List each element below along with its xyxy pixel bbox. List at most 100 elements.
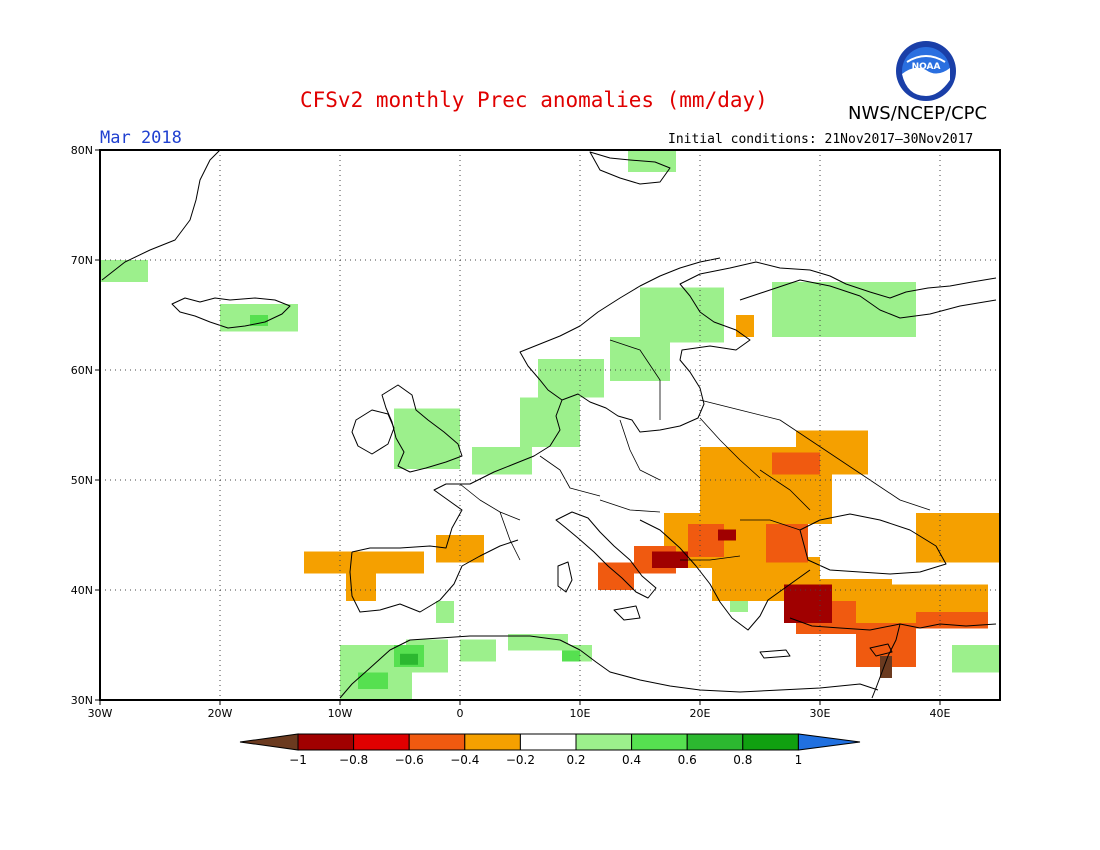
anomaly-patch-32 — [832, 282, 916, 337]
anomaly-patch-34 — [340, 645, 412, 700]
anomaly-patch-33 — [628, 150, 676, 172]
anomaly-patch-25 — [394, 408, 460, 469]
lat-label: 80N — [71, 144, 93, 157]
anomaly-patch-17 — [598, 562, 634, 590]
anomaly-patch-26 — [472, 447, 532, 475]
map-frame — [99, 149, 1001, 701]
colorbar-swatch — [297, 733, 355, 751]
colorbar-swatch — [742, 733, 799, 751]
colorbar-label: −0.6 — [395, 753, 424, 767]
logo-text: NOAA — [912, 62, 941, 72]
lon-label: 0 — [457, 707, 464, 720]
anomaly-patch-45 — [562, 650, 580, 662]
coast-iberia — [349, 539, 519, 613]
anomaly-patch-20 — [652, 551, 688, 568]
anomaly-patch-5 — [880, 584, 988, 629]
anomaly-patch-44 — [250, 315, 268, 326]
colorbar-label: −0.2 — [506, 753, 535, 767]
anomaly-patch-16 — [916, 612, 988, 629]
anomaly-patch-21 — [718, 529, 736, 541]
anomaly-patch-28 — [538, 359, 604, 398]
colorbar-label: 1 — [795, 753, 803, 767]
coast-britain — [381, 384, 463, 473]
lon-label: 30W — [88, 707, 113, 720]
anomaly-patch-12 — [688, 524, 724, 557]
anomaly-patch-37 — [508, 634, 568, 651]
colorbar-swatch — [353, 733, 410, 751]
colorbar-label: −0.4 — [450, 753, 479, 767]
colorbar-arrow-right — [797, 733, 861, 751]
lon-labels: 30W 20W 10W 0 10E 20E 30E 40E — [88, 700, 951, 720]
chart-title: CFSv2 monthly Prec anomalies (mm/day) — [300, 88, 768, 112]
lon-label: 40E — [930, 707, 951, 720]
coast-kola — [739, 279, 997, 319]
anomaly-patch-46 — [400, 653, 418, 665]
anomaly-patch-31 — [772, 282, 832, 337]
colorbar-label: −0.8 — [339, 753, 368, 767]
anomaly-patch-15 — [856, 623, 916, 667]
colorbar-label: −1 — [289, 753, 307, 767]
coast-svalbard — [589, 151, 671, 185]
colorbar-swatch — [686, 733, 744, 751]
coast-balkans — [639, 519, 811, 631]
anomaly-patch-27 — [520, 397, 580, 447]
anomaly-patch-19 — [784, 584, 832, 623]
lon-label: 20W — [208, 707, 233, 720]
initial-conditions-label: Initial conditions: 21Nov2017—30Nov2017 — [668, 132, 974, 147]
colorbar-swatch — [408, 733, 466, 751]
coast-norway — [519, 257, 721, 401]
anomaly-patch-4 — [784, 579, 892, 623]
colorbar-label: 0.4 — [622, 753, 641, 767]
coast-turkey — [789, 617, 997, 631]
noaa-logo: NOAA — [895, 40, 957, 102]
lat-label: 40N — [71, 584, 93, 597]
lon-label: 10E — [570, 707, 591, 720]
anomaly-patch-43 — [358, 672, 388, 689]
anomaly-patch-23 — [100, 260, 148, 282]
anomaly-patch-10 — [736, 315, 754, 337]
anomaly-patch-29 — [610, 337, 670, 381]
month-label: Mar 2018 — [100, 128, 182, 148]
lon-label: 20E — [690, 707, 711, 720]
coast-north-africa — [339, 635, 879, 699]
coast-levant — [871, 623, 901, 699]
colorbar-label: 0.6 — [678, 753, 697, 767]
lon-label: 10W — [328, 707, 353, 720]
graticule-layer — [100, 150, 1000, 700]
anomaly-layer — [100, 150, 1000, 700]
anomaly-patch-14 — [796, 601, 856, 634]
anomaly-patch-6 — [916, 513, 1000, 563]
colorbar-swatch — [519, 733, 577, 751]
colorbar-swatch — [631, 733, 688, 751]
colorbar-label: 0.2 — [566, 753, 585, 767]
anomaly-patch-18 — [772, 452, 820, 475]
coast-iceland — [171, 297, 291, 329]
lat-label: 60N — [71, 364, 93, 377]
coast-continent — [351, 261, 997, 553]
coast-crete — [759, 649, 791, 659]
border-lines — [459, 339, 931, 561]
coast-italy — [555, 511, 657, 599]
colorbar-swatch — [575, 733, 633, 751]
anomaly-patch-3 — [712, 557, 820, 601]
lat-label: 30N — [71, 694, 93, 707]
anomaly-patch-22 — [880, 656, 892, 678]
anomaly-patch-39 — [436, 601, 454, 623]
anomaly-patch-36 — [460, 639, 496, 662]
anomaly-patch-40 — [952, 645, 1000, 673]
anomaly-patch-30 — [640, 287, 724, 343]
lat-label: 50N — [71, 474, 93, 487]
coast-sardinia — [557, 561, 573, 593]
coastline-layer — [101, 149, 997, 699]
coast-cyprus — [869, 643, 893, 657]
anomaly-patch-9 — [346, 568, 376, 601]
anomaly-patch-2 — [664, 513, 772, 568]
lon-label: 30E — [810, 707, 831, 720]
anomaly-patch-8 — [436, 535, 484, 563]
anomaly-patch-0 — [700, 447, 832, 524]
anomaly-patch-42 — [394, 645, 424, 667]
colorbar-swatch — [464, 733, 521, 751]
lat-labels: 30N 40N 50N 60N 70N 80N — [71, 144, 100, 707]
anomaly-patch-11 — [634, 546, 676, 574]
lat-label: 70N — [71, 254, 93, 267]
